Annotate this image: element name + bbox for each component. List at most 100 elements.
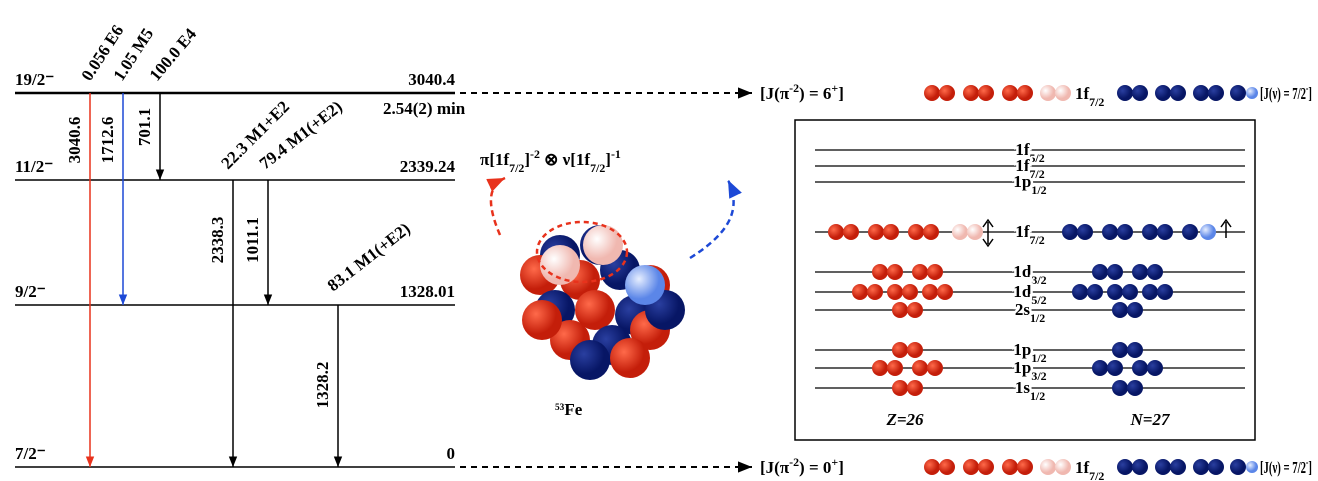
text-part: 1/2: [1030, 389, 1045, 403]
particle: [828, 224, 844, 240]
particle: [887, 284, 903, 300]
particle: [1200, 224, 1216, 240]
text-part: 1/2: [1031, 183, 1046, 197]
text-part: 7/2: [1089, 469, 1104, 481]
text-part: 3/2: [1031, 273, 1046, 287]
particle: [1107, 360, 1123, 376]
text-part: ]: [1308, 84, 1312, 103]
text-part: 1p: [1013, 340, 1031, 359]
particle: [868, 224, 884, 240]
spin-arrow: [1221, 220, 1231, 238]
proton-arrow: [491, 178, 505, 235]
text-part: 1f: [1015, 222, 1030, 241]
gamma-energy: 2338.3: [208, 217, 227, 264]
configuration: π[1f7/2]-2 ⊗ ν[1f7/2]-1: [480, 147, 621, 175]
particle: [883, 224, 899, 240]
state-neutron: [J(ν) = 7/2-]: [1260, 455, 1312, 477]
particle: [939, 459, 955, 475]
particle: [1170, 459, 1186, 475]
particle: [892, 380, 908, 396]
particle: [1122, 284, 1138, 300]
text-part: [J(ν) = 7/2: [1260, 84, 1306, 103]
text-part: [J(π: [760, 458, 790, 477]
particle: [1040, 459, 1056, 475]
text-part: ]: [1308, 458, 1312, 477]
nucleon: [583, 225, 623, 265]
particle: [978, 85, 994, 101]
particle: [1246, 461, 1258, 473]
text-part: 7/2: [1089, 95, 1104, 109]
level-spin: 19/2⁻: [15, 70, 54, 89]
nucleon: [522, 300, 562, 340]
particle: [967, 224, 983, 240]
particle: [1208, 85, 1224, 101]
n-label: N=27: [1130, 410, 1171, 429]
text-part: -2: [789, 455, 799, 469]
text-part: -2: [789, 81, 799, 95]
half-life: 2.54(2) min: [383, 99, 466, 118]
text-part: 1p: [1013, 172, 1031, 191]
particle: [1230, 459, 1246, 475]
particle: [1117, 459, 1133, 475]
particle: [1132, 459, 1148, 475]
particle: [1107, 284, 1123, 300]
text-part: 2s: [1015, 300, 1031, 319]
particle: [1092, 360, 1108, 376]
particle: [1157, 284, 1173, 300]
particle: [939, 85, 955, 101]
z-label: Z=26: [885, 410, 924, 429]
particle: [1112, 342, 1128, 358]
particle: [892, 342, 908, 358]
text-part: π[1f: [480, 150, 509, 169]
text-part: 5/2: [1029, 151, 1044, 165]
text-part: 7/2: [509, 161, 524, 175]
particle: [872, 264, 888, 280]
particle: [892, 302, 908, 318]
level-scheme: 19/2⁻3040.411/2⁻2339.249/2⁻1328.017/2⁻02…: [0, 0, 1318, 481]
text-part: -1: [611, 147, 621, 161]
particle: [1062, 224, 1078, 240]
particle: [1155, 459, 1171, 475]
particle: [1147, 360, 1163, 376]
particle: [843, 224, 859, 240]
text-part: 7/2: [590, 161, 605, 175]
particle: [1077, 224, 1093, 240]
text-part: ) = 6: [799, 84, 831, 103]
particle: [1230, 85, 1246, 101]
level-spin: 7/2⁻: [15, 444, 46, 463]
text-part: ]: [838, 84, 844, 103]
particle: [1132, 264, 1148, 280]
particle: [963, 459, 979, 475]
particle: [912, 360, 928, 376]
particle: [1132, 85, 1148, 101]
particle: [1246, 87, 1258, 99]
particle: [927, 264, 943, 280]
text-part: -2: [530, 147, 540, 161]
particle: [1182, 224, 1198, 240]
particle: [1055, 85, 1071, 101]
text-part: 1/2: [1030, 311, 1045, 325]
particle: [1157, 224, 1173, 240]
element: Fe: [564, 400, 582, 419]
particle: [872, 360, 888, 376]
particle: [1002, 85, 1018, 101]
particle: [907, 380, 923, 396]
particle: [1127, 302, 1143, 318]
particle: [927, 360, 943, 376]
gamma-energy: 1328.2: [313, 362, 332, 409]
particle: [1040, 85, 1056, 101]
text-part: [J(π: [760, 84, 790, 103]
text-part: 7/2: [1029, 167, 1044, 181]
text-part: 5/2: [1031, 293, 1046, 307]
particle: [1117, 85, 1133, 101]
state-proton: [J(π-2) = 6+]: [760, 81, 844, 103]
particle: [1087, 284, 1103, 300]
particle: [963, 85, 979, 101]
particle: [887, 360, 903, 376]
level-spin: 9/2⁻: [15, 282, 46, 301]
particle: [907, 302, 923, 318]
particle: [1055, 459, 1071, 475]
particle: [907, 342, 923, 358]
gamma-energy: 1011.1: [243, 217, 262, 263]
particle: [1127, 380, 1143, 396]
